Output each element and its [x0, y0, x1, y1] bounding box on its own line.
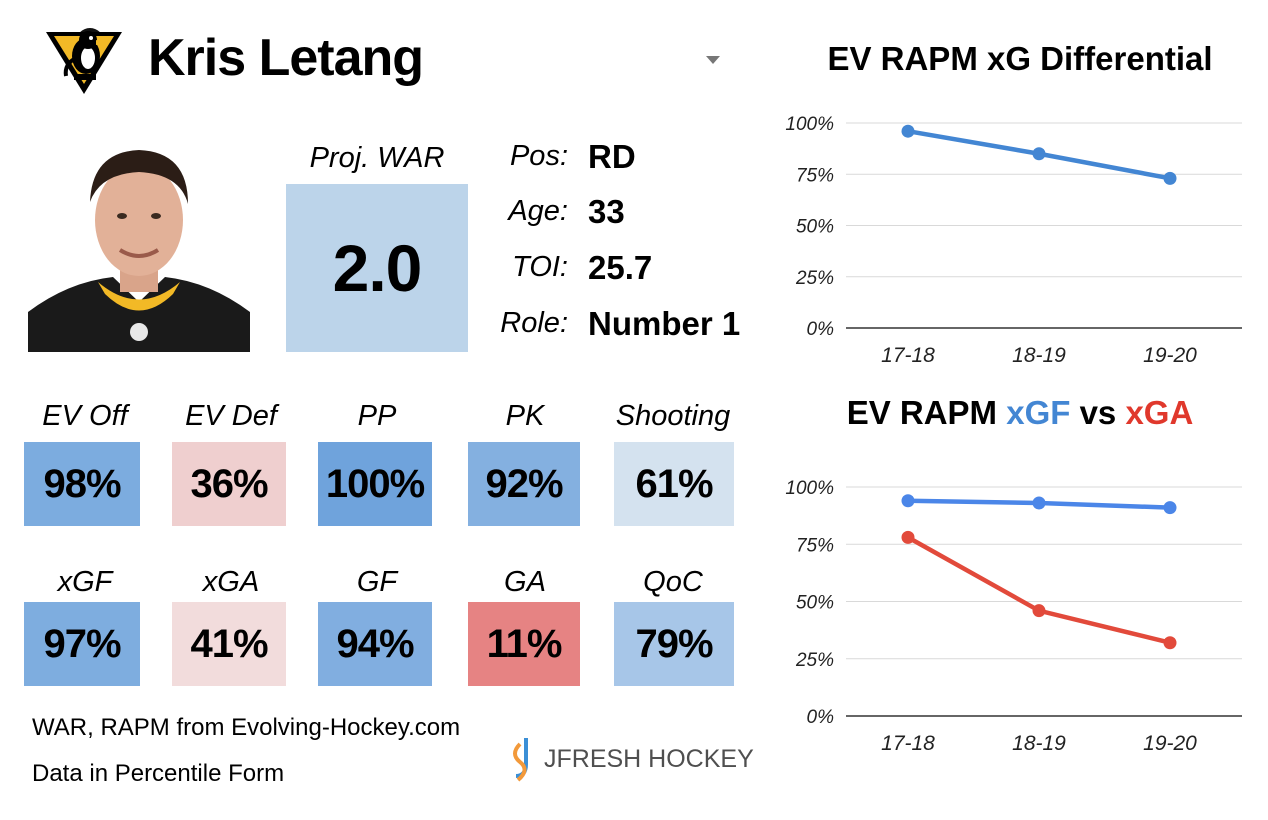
xga-label: xGA [202, 566, 260, 598]
brand-text: JFRESH HOCKEY [544, 744, 754, 773]
chart1-xtick-label: 18-19 [1012, 344, 1066, 367]
player-headshot-icon [28, 132, 250, 352]
pk-label: PK [505, 400, 545, 432]
chart2-title-part-1: xGF [1006, 394, 1071, 431]
chart1-xtick-label: 19-20 [1143, 344, 1197, 367]
gf-label: GF [356, 566, 398, 598]
position-label: Pos: [509, 140, 568, 172]
age-value: 33 [588, 193, 625, 230]
brand: JFRESH HOCKEY [508, 734, 754, 784]
source-note: WAR, RAPM from Evolving-Hockey.com [32, 714, 461, 741]
qoc-tile: 79% [614, 602, 734, 686]
chart2-xtick-label: 18-19 [1012, 732, 1066, 755]
chart2-ytick-label: 25% [795, 650, 834, 671]
percentile-note: Data in Percentile Form [32, 760, 285, 787]
chart2-series-1-point [1163, 636, 1177, 650]
chart2-xtick-label: 17-18 [881, 732, 935, 755]
ev-off-tile: 98% [24, 442, 140, 526]
ga-tile: 11% [468, 602, 580, 686]
toi-value: 25.7 [588, 249, 653, 286]
chart2-ytick-label: 100% [785, 478, 834, 499]
penguins-logo-icon [46, 28, 122, 94]
chart1-series-0-point [1032, 147, 1046, 161]
chart1-ytick-label: 25% [795, 268, 834, 289]
chart2-ytick-label: 50% [796, 593, 834, 614]
xgf-tile: 97% [24, 602, 140, 686]
chart2-title-part-2: vs [1070, 394, 1126, 431]
role-value: Number 1 [588, 305, 741, 342]
chart2-ytick-label: 0% [807, 707, 835, 728]
toi-label: TOI: [512, 251, 568, 283]
ev-def-label: EV Def [185, 400, 277, 432]
ev-off-label: EV Off [42, 400, 128, 432]
xgf-vs-xga-chart: 100% 75% 50% 25% 0% 17-18 18-19 19-20 [785, 478, 1242, 755]
qoc-label: QoC [643, 566, 703, 598]
chart1-series-0-point [901, 124, 915, 138]
chart1-ytick-label: 0% [807, 319, 835, 340]
player-dropdown-icon[interactable] [706, 56, 720, 64]
pp-tile: 100% [318, 442, 432, 526]
chart2-title-part-0: EV RAPM [846, 394, 1007, 431]
chart2-series-1-line [906, 535, 1171, 645]
chart2-xtick-label: 19-20 [1143, 732, 1197, 755]
pk-tile: 92% [468, 442, 580, 526]
role-label: Role: [500, 307, 568, 339]
chart2-series-0-point [901, 494, 915, 508]
player-name: Kris Letang [148, 29, 424, 87]
chart2-ytick-label: 75% [796, 535, 834, 556]
chart2-title: EV RAPM xGF vs xGA [800, 394, 1240, 432]
chart1-ytick-label: 50% [796, 217, 834, 238]
proj-war-label: Proj. WAR [309, 142, 445, 174]
chart1-xtick-label: 17-18 [881, 344, 935, 367]
chart2-series-1-point [1032, 604, 1046, 618]
position-value: RD [588, 138, 636, 175]
chart2-series-1-point [901, 530, 915, 544]
xga-tile: 41% [172, 602, 286, 686]
age-label: Age: [508, 195, 568, 227]
pp-label: PP [357, 400, 397, 432]
chart2-series-0-point [1032, 496, 1046, 510]
xgf-label: xGF [57, 566, 113, 598]
ev-def-tile: 36% [172, 442, 286, 526]
shooting-label: Shooting [615, 400, 731, 432]
proj-war-value: 2.0 [286, 184, 468, 352]
chart1-series-0-point [1163, 171, 1177, 185]
gf-tile: 94% [318, 602, 432, 686]
shooting-tile: 61% [614, 442, 734, 526]
chart2-title-part-3: xGA [1125, 394, 1194, 431]
chart1-ytick-label: 100% [785, 114, 834, 135]
jfresh-hockey-logo-icon [513, 738, 528, 782]
ga-label: GA [504, 566, 546, 598]
chart2-series-0-point [1163, 501, 1177, 515]
xg-differential-chart: 100% 75% 50% 25% 0% 17-18 18-19 19-20 [785, 114, 1242, 367]
chart1-ytick-label: 75% [796, 165, 834, 186]
chart1-title: EV RAPM xG Differential [827, 40, 1213, 77]
